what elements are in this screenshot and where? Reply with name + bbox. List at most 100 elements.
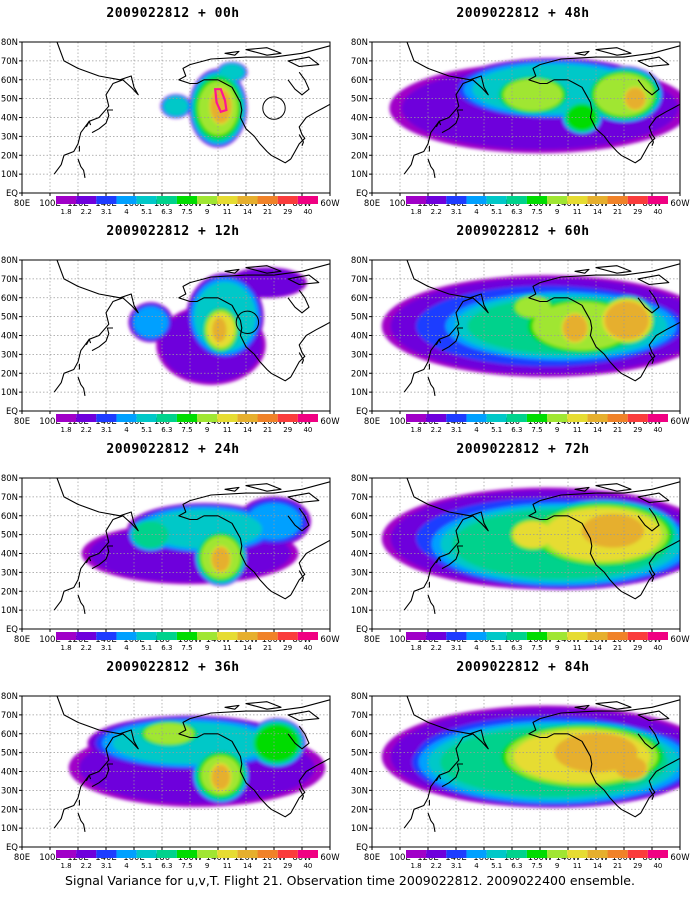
colorbar-swatch [237,632,258,640]
colorbar-swatch [56,850,77,858]
coastline [53,478,330,614]
y-tick-label: 70N [351,57,368,67]
target-circle [235,310,260,334]
y-tick-label: 30N [351,786,368,796]
colorbar-label: 40 [653,644,662,652]
colorbar-label: 4 [474,644,479,652]
colorbar-label: 29 [633,426,642,434]
x-tick-label: 100E [389,853,411,862]
colorbar-label: 11 [223,208,232,216]
y-tick-label: 50N [351,95,368,105]
colorbar-swatch [446,632,467,640]
colorbar-swatch [116,850,137,858]
map-panel-24h: 2009022812 + 24h80E100E120E140E160E18016… [0,436,346,652]
colorbar-swatch [297,414,318,422]
x-tick-label: 60W [670,417,690,426]
colorbar-label: 3.1 [451,208,462,216]
variance-contour-level-14 [212,317,227,343]
colorbar-swatch [526,196,548,204]
colorbar-label: 3.1 [451,426,462,434]
variance-contour-level-14 [210,89,232,124]
colorbar-swatch [136,414,157,422]
colorbar: 1.8 2.2 3.1 4 5.1 6.3 7.5 9 11 14 21 29 40 [406,632,668,652]
variance-contour-level-14 [604,301,649,340]
colorbar-swatch [426,850,447,858]
colorbar-swatch [446,196,467,204]
x-tick-label: 100E [389,635,411,644]
colorbar-swatch [156,196,177,204]
colorbar-swatch [607,632,628,640]
colorbar-label: 21 [263,208,272,216]
coastline [403,260,680,396]
x-tick-label: 60W [670,635,690,644]
figure-caption: Signal Variance for u,v,T. Flight 21. Ob… [65,873,635,888]
variance-contour-level-14 [211,764,230,790]
colorbar-label: 14 [593,644,602,652]
colorbar-label: 29 [633,208,642,216]
y-tick-label: EQ [6,843,18,853]
colorbar-swatch [277,632,298,640]
y-tick-label: 80N [1,256,18,266]
colorbar-label: 4 [474,862,479,870]
y-tick-label: 20N [351,369,368,379]
colorbar-swatch [627,196,648,204]
colorbar-label: 6.3 [161,208,172,216]
colorbar-swatch [647,632,668,640]
colorbar-swatch [587,414,608,422]
colorbar-swatch [526,632,548,640]
variance-contour-level-4 [133,306,169,338]
colorbar-label: 6.3 [161,426,172,434]
colorbar-swatch [217,196,238,204]
colorbar-swatch [506,632,527,640]
colorbar-label: 5.1 [491,426,502,434]
colorbar-swatch [257,196,278,204]
colorbar-swatch [506,850,527,858]
target-circle [262,96,286,120]
colorbar-swatch [567,196,588,204]
map-plot: 80E100E120E140E160E180160W140W120W100W80… [1,38,340,208]
variance-contour-level-6.3 [132,521,169,548]
y-tick-label: 50N [1,95,18,105]
y-tick-label: 40N [351,114,368,124]
coastline [403,696,680,832]
colorbar-label: 4 [124,208,129,216]
colorbar-label: 11 [223,426,232,434]
y-tick-label: 70N [351,493,368,503]
colorbar-swatch [607,196,628,204]
colorbar-swatch [277,850,298,858]
coastline [53,696,330,832]
y-tick-label: 60N [1,730,18,740]
y-tick-label: EQ [6,189,18,199]
x-tick-label: 100E [39,853,61,862]
colorbar-swatch [486,414,507,422]
x-tick-label: 100E [389,417,411,426]
y-tick-label: 50N [1,531,18,541]
colorbar-label: 21 [613,862,622,870]
y-tick-label: EQ [356,189,368,199]
colorbar-swatch [116,196,137,204]
colorbar-label: 14 [243,862,252,870]
colorbar-label: 3.1 [101,208,112,216]
x-tick-label: 100E [389,199,411,208]
colorbar-swatch [176,414,198,422]
y-tick-label: 40N [1,768,18,778]
colorbar-swatch [587,850,608,858]
colorbar-swatch [426,196,447,204]
colorbar: 1.8 2.2 3.1 4 5.1 6.3 7.5 9 11 14 21 29 40 [406,850,668,870]
colorbar-swatch [406,414,427,422]
colorbar-label: 1.8 [411,862,422,870]
colorbar-swatch [526,414,548,422]
colorbar-swatch [466,850,487,858]
colorbar-swatch [217,414,238,422]
colorbar-label: 1.8 [411,208,422,216]
variance-contour-level-7.5 [254,724,299,763]
colorbar-label: 7.5 [181,644,192,652]
colorbar-label: 9 [555,644,559,652]
colorbar-swatch [217,632,238,640]
colorbar-swatch [567,414,588,422]
y-tick-label: 30N [351,132,368,142]
y-tick-label: 30N [1,350,18,360]
colorbar-swatch [176,632,198,640]
colorbar-swatch [277,196,298,204]
y-tick-label: 20N [1,151,18,161]
